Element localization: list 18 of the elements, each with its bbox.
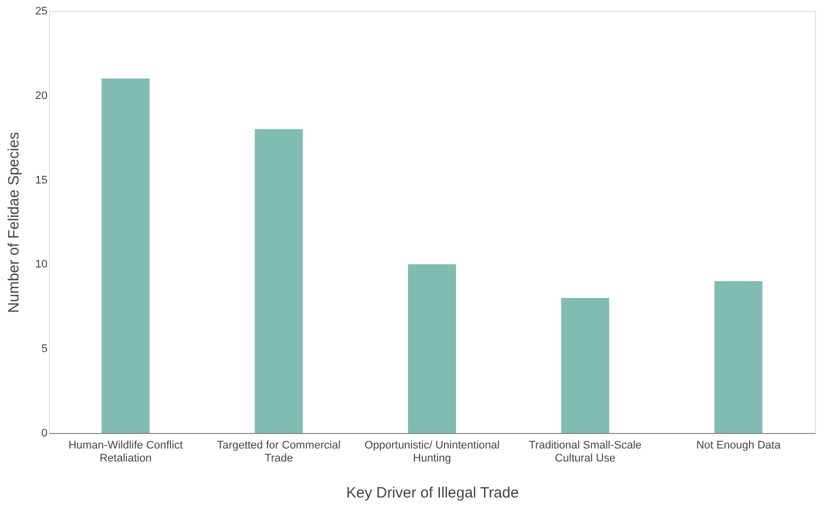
y-tick-label: 15 [35,174,48,186]
bar [102,78,150,433]
bar [714,281,762,433]
y-tick-label: 25 [35,6,48,18]
y-tick-label: 5 [41,343,48,356]
x-tick-label: Targetted for Commercial Trade [217,440,341,464]
y-axis-title: Number of Felidae Species [5,132,22,313]
bar [408,264,456,433]
bar [254,129,303,433]
x-tick-label: Not Enough Data [696,440,782,452]
y-tick-label: 0 [41,428,48,440]
bar [561,298,610,433]
x-axis-title: Key Driver of Illegal Trade [346,484,519,502]
x-tick-label: Human-Wildlife Conflict Retaliation [68,440,183,464]
x-tick-label: Opportunistic/ Unintentional Hunting [364,440,500,464]
y-tick-label: 20 [35,90,48,102]
x-tick-label: Traditional Small-Scale Cultural Use [528,440,642,464]
y-tick-label: 10 [35,258,48,271]
